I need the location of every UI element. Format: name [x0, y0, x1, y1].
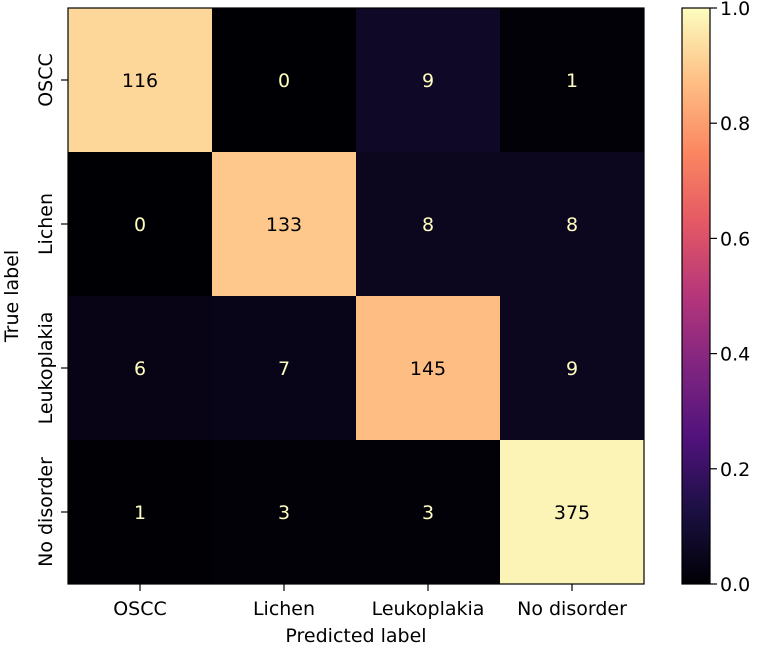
colorbar-ticks: 0.0 0.2 0.4 0.6 0.8 1.0	[710, 0, 750, 596]
cell-value-label: 375	[554, 502, 590, 524]
cell-value-label: 145	[410, 358, 446, 380]
cell-value-label: 0	[278, 70, 290, 92]
x-tick-label: OSCC	[113, 598, 167, 620]
cell-value-label: 3	[278, 502, 290, 524]
colorbar	[681, 7, 711, 585]
cell-value-label: 7	[278, 358, 290, 380]
y-tick-label: OSCC	[35, 53, 57, 107]
cell-value-label: 8	[566, 214, 578, 236]
heatmap-cell	[68, 296, 213, 441]
cell-value-label: 116	[122, 70, 158, 92]
cell-value-label: 6	[134, 358, 146, 380]
heatmap-cell	[68, 440, 213, 585]
cell-value-label: 1	[134, 502, 146, 524]
x-axis-ticks: OSCC Lichen Leukoplakia No disorder	[113, 584, 627, 620]
heatmap-cell	[68, 8, 213, 153]
heatmap-cell	[212, 152, 357, 297]
colorbar-tick-label: 0.0	[720, 574, 750, 596]
x-axis-label: Predicted label	[285, 625, 426, 647]
y-tick-label: No disorder	[35, 457, 57, 567]
heatmap-cell	[212, 440, 357, 585]
colorbar-tick-label: 0.2	[720, 459, 750, 481]
y-tick-label: Leukoplakia	[35, 312, 57, 425]
colorbar-tick-label: 0.8	[720, 113, 750, 135]
cell-value-label: 0	[134, 214, 146, 236]
heatmap-cell	[356, 8, 501, 153]
heatmap-cell	[500, 296, 645, 441]
x-tick-label: Leukoplakia	[372, 598, 485, 620]
x-tick-label: Lichen	[253, 598, 315, 620]
plot-frame	[67, 7, 645, 585]
y-tick-label: Lichen	[35, 193, 57, 255]
heatmap-cell	[500, 8, 645, 153]
heatmap-cell	[356, 440, 501, 585]
colorbar-tick-label: 0.6	[720, 228, 750, 250]
cell-value-label: 133	[266, 214, 302, 236]
colorbar-tick-label: 1.0	[720, 0, 750, 20]
heatmap-cell	[212, 296, 357, 441]
y-axis-ticks: OSCC Lichen Leukoplakia No disorder	[35, 53, 68, 567]
heatmap-cell	[212, 8, 357, 153]
x-tick-label: No disorder	[517, 598, 627, 620]
cell-value-label: 9	[566, 358, 578, 380]
y-axis-label: True label	[1, 250, 23, 343]
cell-value-label: 3	[422, 502, 434, 524]
cell-value-label: 9	[422, 70, 434, 92]
cell-value-labels: 116 0 9 10 133 8 86 7 145 91 3 3 375	[122, 70, 590, 524]
heatmap-cell	[500, 152, 645, 297]
heatmap-cell	[68, 152, 213, 297]
heatmap-cell	[356, 152, 501, 297]
heatmap-cell	[500, 440, 645, 585]
heatmap-cells	[68, 8, 645, 585]
cell-value-label: 8	[422, 214, 434, 236]
cell-value-label: 1	[566, 70, 578, 92]
colorbar-tick-label: 0.4	[720, 344, 750, 366]
heatmap-cell	[356, 296, 501, 441]
